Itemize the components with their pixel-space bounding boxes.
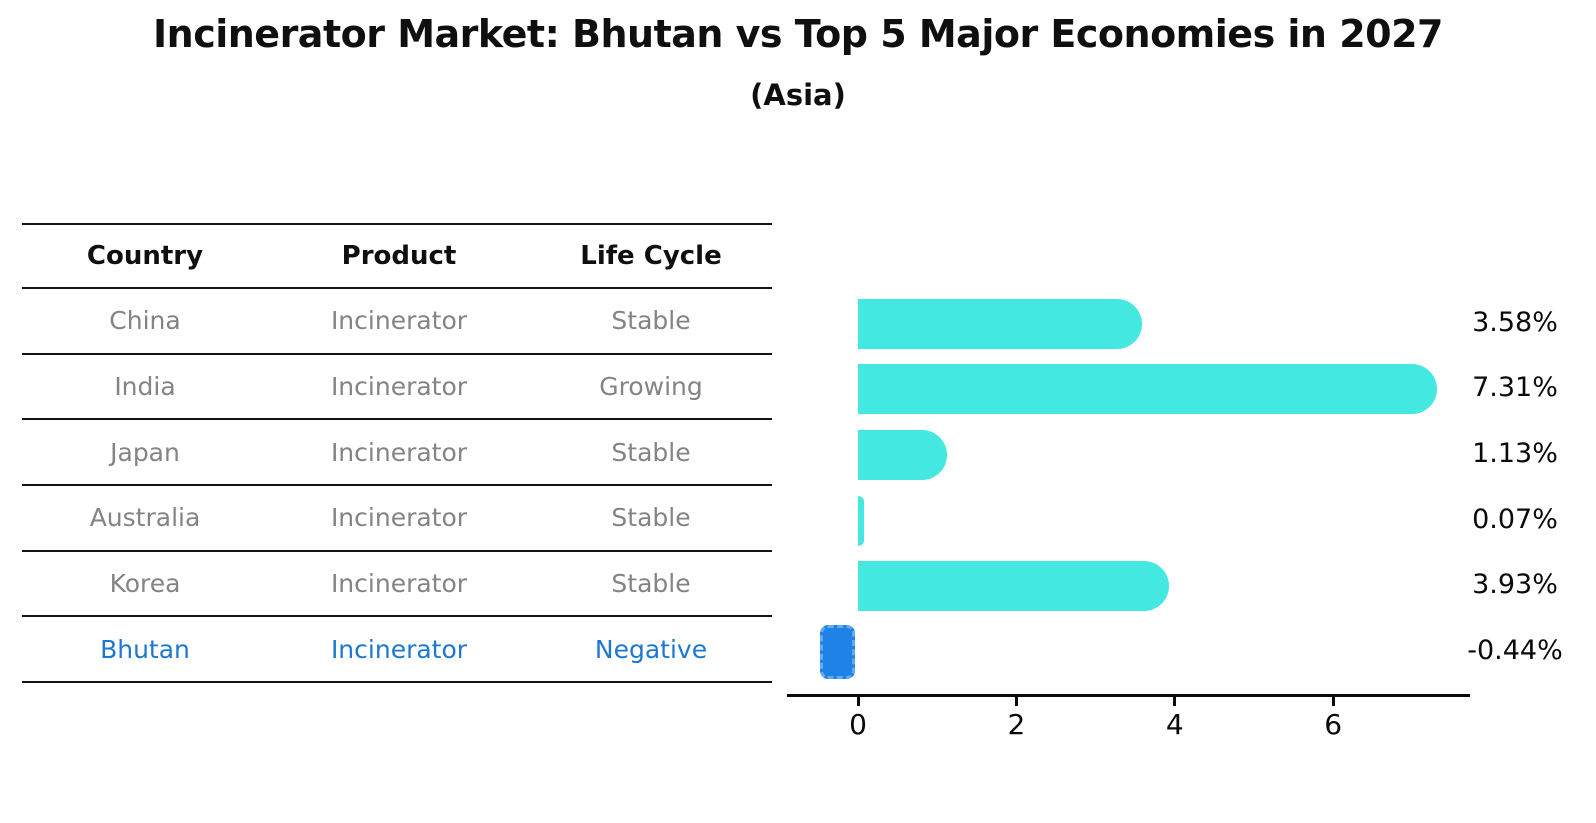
table-header-row: Country Product Life Cycle [22,223,772,289]
table-header-country: Country [86,241,204,271]
value-label-japan: 1.13% [1472,437,1558,469]
bar-korea [858,561,1170,612]
cell-life-cycle: Stable [611,503,691,533]
table-row-china: China Incinerator Stable [22,289,772,355]
x-tick-mark-0 [856,697,860,706]
value-label-china: 3.58% [1472,306,1558,338]
bar-india [858,364,1437,415]
bar-australia [858,495,864,546]
x-tick-mark-6 [1331,697,1335,706]
x-axis-line [787,694,1470,697]
cell-life-cycle: Negative [594,634,708,664]
cell-life-cycle: Stable [611,437,691,467]
value-label-india: 7.31% [1472,372,1558,404]
x-tick-mark-2 [1014,697,1018,706]
value-label-australia: 0.07% [1472,503,1558,535]
x-tick-mark-4 [1173,697,1177,706]
cell-product: Incinerator [330,306,468,336]
table-row-bhutan: Bhutan Incinerator Negative [22,618,772,684]
table-header-life-cycle: Life Cycle [580,241,722,271]
cell-life-cycle: Stable [611,306,691,336]
x-tick-label-4: 4 [1165,708,1184,741]
bar-china [858,298,1142,349]
table-row-japan: Japan Incinerator Stable [22,420,772,487]
cell-product: Incinerator [330,372,468,402]
cell-country: Bhutan [100,634,190,664]
chart-title: Incinerator Market: Bhutan vs Top 5 Majo… [153,12,1443,56]
value-label-korea: 3.93% [1472,569,1558,601]
value-label-bhutan: -0.44% [1467,635,1563,666]
cell-life-cycle: Stable [611,569,691,599]
table-row-australia: Australia Incinerator Stable [22,486,772,552]
cell-product: Incinerator [330,634,468,664]
table-row-korea: Korea Incinerator Stable [22,552,772,618]
cell-country: China [109,306,181,336]
chart-subtitle: (Asia) [750,78,846,112]
x-tick-label-6: 6 [1324,708,1343,741]
cell-product: Incinerator [330,437,468,467]
cell-country: Japan [110,437,180,467]
bar-japan [858,429,948,480]
x-tick-label-0: 0 [849,708,867,741]
cell-life-cycle: Growing [599,372,703,402]
x-tick-label-2: 2 [1007,708,1026,741]
cell-product: Incinerator [330,569,468,599]
cell-country: Australia [89,503,201,533]
cell-country: India [114,372,176,402]
table-row-india: India Incinerator Growing [22,355,772,421]
table-header-product: Product [341,241,457,271]
cell-product: Incinerator [330,503,468,533]
cell-country: Korea [109,569,181,599]
bar-bhutan [820,625,855,679]
